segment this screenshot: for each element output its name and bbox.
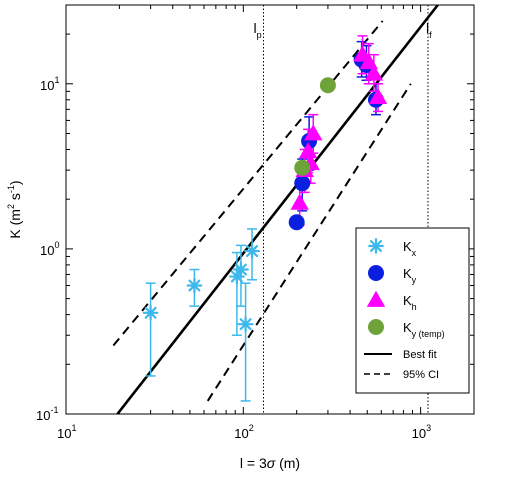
ci-line-1	[112, 20, 384, 347]
y-tick-label: 100	[40, 240, 59, 258]
point-Kh-6	[359, 53, 378, 70]
legend-item-Kh: Kh	[366, 290, 417, 312]
y-tick-label: 10-1	[36, 405, 58, 423]
point-Kytemp-0	[294, 159, 311, 176]
legend-label-Kytemp: Ky (temp)	[403, 320, 445, 339]
point-Kx-0	[142, 304, 159, 321]
vline-label-p: lp	[254, 20, 262, 40]
point-Ky-1	[294, 175, 311, 192]
point-Kytemp-1	[319, 77, 336, 94]
legend-label-Ky: Ky	[403, 266, 417, 285]
point-Ky-0	[288, 214, 305, 231]
point-Kx-4	[237, 316, 254, 333]
legend-marker-Ky	[368, 265, 384, 281]
point-Kx-5	[244, 243, 260, 259]
best-fit-line	[116, 5, 439, 414]
errorbar-x-0	[145, 282, 156, 377]
legend-item-ci: 95% CI	[364, 369, 439, 381]
y-axis-label: K (m2 s-1)	[6, 180, 23, 238]
y-tick-label: 101	[40, 75, 59, 93]
fit-lines	[112, 5, 439, 414]
ci-line-2	[206, 83, 412, 402]
axes-box	[65, 4, 475, 415]
axes: 101 102 103 10-1 100 101 l = 3σ (m) K (m2 s-1)	[6, 4, 475, 471]
legend-label: 95% CI	[403, 369, 439, 381]
x-tick-label: 103	[412, 423, 431, 441]
point-Kh-3	[304, 124, 323, 141]
legend-marker-Kx	[368, 238, 384, 254]
legend-item-best-fit: Best fit	[364, 349, 437, 361]
errorbar-x-4	[240, 282, 251, 402]
legend: Kx Ky Kh Ky (temp) Best fit 95% CI	[355, 227, 470, 394]
legend-marker-Kytemp	[368, 319, 384, 335]
legend-item-Kx: Kx	[368, 238, 417, 258]
data-points	[142, 45, 388, 333]
point-Kx-3	[233, 261, 249, 278]
legend-label-Kx: Kx	[403, 239, 417, 258]
legend-label: Best fit	[403, 349, 437, 361]
legend-item-Kytemp: Ky (temp)	[368, 319, 445, 339]
x-tick-label: 102	[234, 423, 253, 441]
point-Kh-0	[290, 193, 309, 210]
point-Kh-2	[298, 142, 318, 159]
point-Kh-8	[368, 87, 388, 105]
legend-item-Ky: Ky	[368, 265, 417, 285]
x-tick-label: 101	[57, 423, 76, 441]
legend-marker-Kh	[366, 290, 386, 307]
legend-label-Kh: Kh	[403, 293, 417, 312]
x-axis-label: l = 3σ (m)	[240, 455, 300, 471]
point-Kh-7	[364, 64, 384, 81]
vline-label-f: lf	[426, 20, 432, 40]
point-Kx-1	[186, 277, 203, 294]
legend-box	[355, 227, 470, 394]
